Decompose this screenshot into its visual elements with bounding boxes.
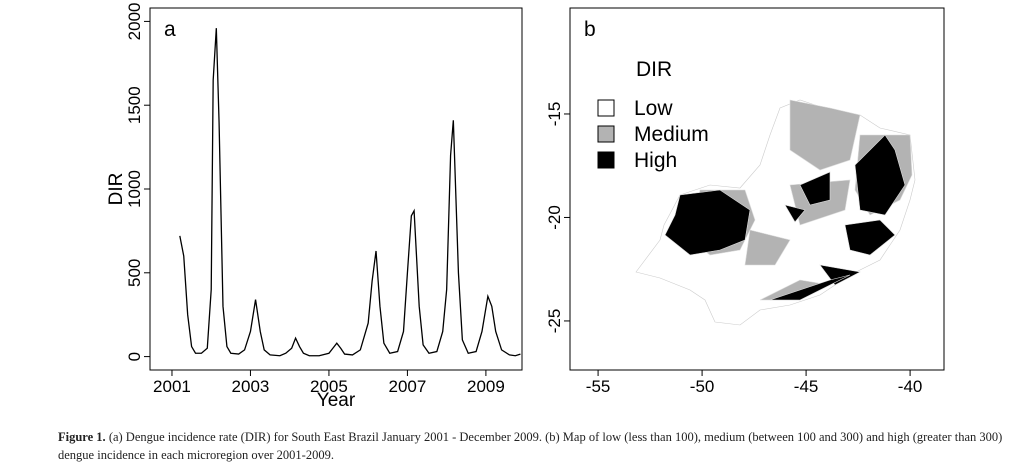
caption-label: Figure 1.	[58, 430, 106, 444]
y-tick-label: 0	[125, 352, 144, 361]
panel-label: a	[164, 18, 176, 41]
map-shapes	[635, 99, 916, 326]
legend-swatch	[597, 125, 615, 143]
x-tick-label: 2007	[389, 377, 427, 396]
region-medium	[789, 99, 861, 171]
x-tick-label: 2009	[467, 377, 505, 396]
legend-swatch	[597, 151, 615, 169]
y-tick-label: -20	[545, 205, 564, 230]
caption: Figure 1. (a) Dengue incidence rate (DIR…	[58, 428, 1018, 464]
figure: a 2001 2003 2005 2007 2009 0 500 1000 1500 2000 Yea…	[106, 2, 945, 411]
plot-frame	[569, 7, 945, 371]
x-tick-label: -45	[794, 377, 819, 396]
y-axis-label: DIR	[106, 173, 127, 206]
y-tick-label: 500	[125, 259, 144, 287]
y-tick-label: 1500	[125, 86, 144, 124]
region-high	[819, 264, 861, 286]
region-high	[799, 171, 831, 206]
region-high	[844, 219, 896, 256]
panel-label: b	[584, 18, 596, 41]
caption-text: (a) Dengue incidence rate (DIR) for Sout…	[58, 430, 1003, 462]
legend-label: Low	[634, 97, 673, 120]
region-medium	[744, 229, 791, 266]
legend-swatch	[597, 99, 615, 117]
x-axis-label: Year	[317, 390, 356, 411]
legend-label: High	[634, 149, 677, 172]
y-tick-label: 2000	[125, 2, 144, 40]
plot-frame	[149, 7, 523, 371]
legend-title: DIR	[636, 58, 672, 81]
x-tick-label: 2005	[310, 377, 348, 396]
x-tick-label: -50	[690, 377, 715, 396]
y-tick-label: 1000	[125, 170, 144, 208]
x-tick-label: 2003	[232, 377, 270, 396]
x-tick-label: -40	[898, 377, 923, 396]
region-high	[784, 204, 806, 223]
legend-label: Medium	[634, 123, 709, 146]
x-tick-label: -55	[586, 377, 611, 396]
region-high	[854, 134, 906, 216]
x-tick-label: 2001	[153, 377, 191, 396]
region-high	[664, 189, 751, 256]
region-high	[769, 274, 851, 301]
y-tick-label: -25	[545, 309, 564, 334]
y-tick-label: -15	[545, 102, 564, 127]
dir-line	[179, 28, 521, 357]
